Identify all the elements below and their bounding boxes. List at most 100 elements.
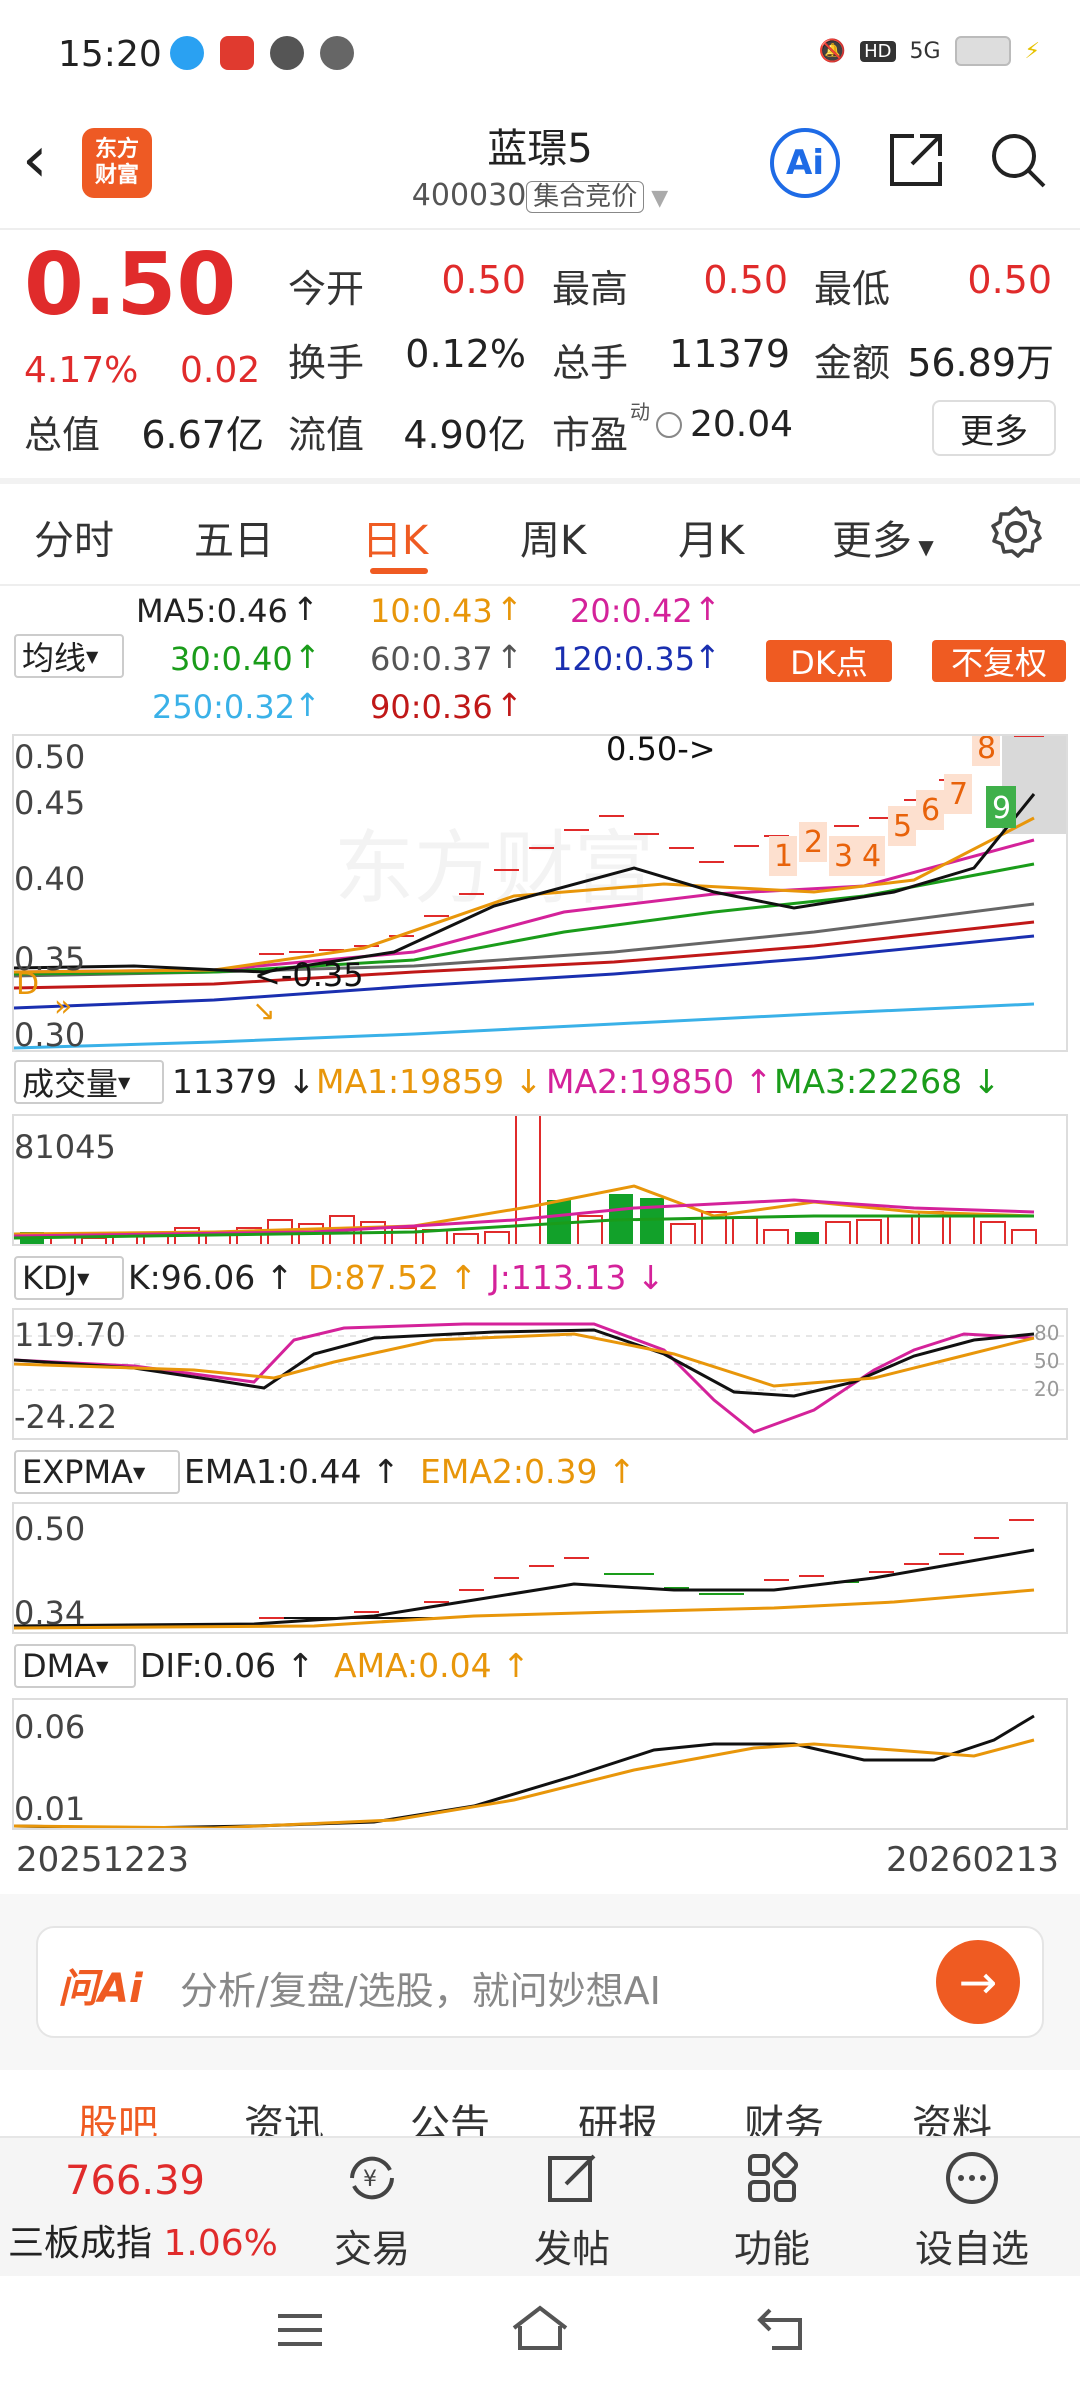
- volume-bar: [670, 1223, 696, 1244]
- kdj-selector-label: KDJ: [22, 1259, 78, 1297]
- volume-bar: [236, 1227, 262, 1244]
- ask-ai-input[interactable]: [36, 1926, 1044, 2038]
- low-value: 0.50: [967, 258, 1052, 302]
- kdj-selector[interactable]: KDJ ▼: [14, 1256, 124, 1300]
- change-percent: 4.17%: [24, 350, 139, 391]
- start-date: 20251223: [16, 1840, 190, 1880]
- volume-selector[interactable]: 成交量 ▼: [14, 1060, 164, 1104]
- sequence-marker-green: 9: [992, 791, 1011, 826]
- volume-current: 11379 ↓: [172, 1062, 316, 1101]
- kline-chart[interactable]: 东方财富 0.50-> <-0.35 D » ↘: [12, 734, 1068, 1052]
- nav-trade[interactable]: ¥ 交易: [302, 2148, 442, 2273]
- amount-value: 56.89万: [907, 341, 1054, 385]
- expma-selector[interactable]: EXPMA ▼: [14, 1450, 180, 1494]
- nav-function[interactable]: 功能: [702, 2148, 842, 2273]
- home-icon[interactable]: [510, 2304, 570, 2354]
- gear-icon[interactable]: [988, 504, 1044, 560]
- tab-more[interactable]: 更多 ▼: [832, 508, 934, 566]
- arrow-right-icon[interactable]: →: [936, 1940, 1020, 2024]
- expma-chart[interactable]: 0.50 0.34: [12, 1502, 1068, 1634]
- expma-ema1: EMA1:0.44 ↑: [184, 1452, 400, 1491]
- nav-function-label: 功能: [733, 2227, 810, 2271]
- arrow-up-icon: ↑: [292, 590, 319, 628]
- ai-button[interactable]: Ai: [770, 128, 840, 198]
- y-axis-label: 0.45: [14, 784, 86, 822]
- dma-max-label: 0.06: [14, 1708, 86, 1746]
- index-value[interactable]: 766.39: [65, 2158, 205, 2204]
- nav-post-label: 发帖: [533, 2227, 610, 2271]
- expma-ema2: EMA2:0.39 ↑: [420, 1452, 636, 1491]
- signal-arrow-icon: ↘: [252, 994, 275, 1027]
- back-nav-icon[interactable]: [756, 2306, 806, 2352]
- index-name-line[interactable]: 三板成指 1.06%: [8, 2214, 278, 2266]
- dk-point-button[interactable]: DK点: [766, 640, 892, 682]
- svg-text:¥: ¥: [363, 2167, 377, 2192]
- kdj-d: D:87.52 ↑: [308, 1258, 478, 1297]
- tab-intraday[interactable]: 分时: [34, 518, 114, 564]
- nav-post[interactable]: 发帖: [502, 2148, 642, 2273]
- tab-more-label: 更多: [832, 518, 912, 564]
- tab-daily-k[interactable]: 日K: [362, 518, 429, 564]
- volume-ma2: MA2:19850 ↑: [546, 1062, 773, 1101]
- ma-selector[interactable]: 均线 ▼: [14, 634, 124, 678]
- volume-bar: [763, 1229, 789, 1244]
- dma-selector-label: DMA: [22, 1647, 97, 1685]
- sequence-marker: 3: [834, 839, 853, 874]
- kdj-k: K:96.06 ↑: [128, 1258, 294, 1297]
- volume-chart[interactable]: 81045: [12, 1114, 1068, 1246]
- kdj-level-label: 50: [1034, 1349, 1059, 1373]
- search-icon[interactable]: [986, 128, 1050, 192]
- volume-ma1: MA1:19859 ↓: [316, 1062, 543, 1101]
- stock-code-line[interactable]: 400030 集合竞价 ▼: [0, 176, 1080, 213]
- ma120-value: 120:0.35: [552, 640, 696, 678]
- kdj-level-label: 20: [1034, 1377, 1059, 1401]
- watermark: 东方财富: [334, 822, 654, 915]
- volume-bar: [1011, 1229, 1037, 1244]
- ma5-value: MA5:0.46: [136, 592, 288, 630]
- nav-add-watchlist[interactable]: 设自选: [902, 2148, 1042, 2273]
- chevron-down-icon: ▼: [118, 1072, 131, 1092]
- dma-selector[interactable]: DMA ▼: [14, 1644, 136, 1688]
- dma-min-label: 0.01: [14, 1790, 86, 1828]
- arrow-up-icon: ↑: [694, 638, 721, 676]
- float-cap-value: 4.90亿: [403, 413, 526, 457]
- index-percent: 1.06%: [163, 2223, 278, 2264]
- chevron-down-icon: ▼: [96, 1656, 109, 1676]
- dma-ama: AMA:0.04 ↑: [334, 1646, 530, 1685]
- market-cap-label: 总值: [24, 413, 101, 457]
- ma90-value: 90:0.36: [370, 688, 493, 726]
- tab-monthly-k[interactable]: 月K: [678, 518, 745, 564]
- sync-icon: [320, 36, 354, 70]
- y-axis-label: 0.35: [14, 940, 86, 978]
- volume-bar: [701, 1211, 727, 1244]
- arrow-up-icon: ↑: [294, 638, 321, 676]
- more-dots-icon: [946, 2152, 998, 2204]
- volume-ma3-line: [14, 1214, 1034, 1240]
- mute-icon: 🔕: [818, 38, 847, 64]
- back-button[interactable]: ‹: [22, 123, 48, 197]
- menu-icon[interactable]: [276, 2310, 324, 2350]
- chevron-down-icon: ▼: [77, 1268, 90, 1288]
- kdj-max-label: 119.70: [14, 1316, 126, 1354]
- status-bar: 15:20 🔕 HD 5G ⚡: [0, 0, 1080, 110]
- nav-add-watchlist-label: 设自选: [914, 2227, 1029, 2271]
- arrow-up-icon: ↑: [496, 686, 523, 724]
- volume-bar: [515, 1116, 541, 1244]
- adjust-mode-button[interactable]: 不复权: [932, 640, 1066, 682]
- arrow-up-icon: ↑: [496, 638, 523, 676]
- tab-weekly-k[interactable]: 周K: [520, 518, 587, 564]
- kdj-chart[interactable]: 80 50 20 119.70 -24.22: [12, 1308, 1068, 1440]
- bottom-nav: [0, 2136, 1080, 2278]
- dma-chart[interactable]: 0.06 0.01: [12, 1698, 1068, 1830]
- ma60-value: 60:0.37: [370, 640, 493, 678]
- more-quote-button[interactable]: 更多: [932, 400, 1056, 456]
- tabs-divider: [0, 584, 1080, 586]
- high-value: 0.50: [703, 258, 788, 302]
- pe-info-icon[interactable]: [656, 412, 682, 438]
- signal-marker: D: [16, 967, 39, 1002]
- sequence-marker: 5: [893, 809, 912, 844]
- share-icon[interactable]: [884, 128, 948, 192]
- index-name: 三板成指: [8, 2223, 153, 2264]
- tab-five-day[interactable]: 五日: [194, 518, 274, 564]
- chevron-down-icon: ▼: [132, 1462, 146, 1482]
